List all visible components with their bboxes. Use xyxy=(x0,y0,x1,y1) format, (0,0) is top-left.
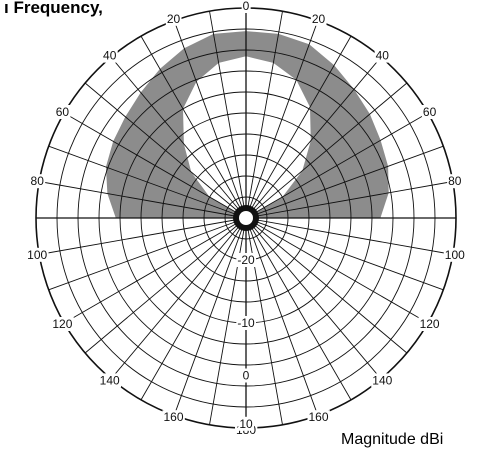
grid-spoke xyxy=(245,56,382,219)
angle-label-bg xyxy=(307,410,330,425)
grid-spoke xyxy=(39,217,247,255)
angle-label-bg xyxy=(310,11,327,26)
radiation-pattern-layer xyxy=(105,31,389,218)
angle-tick-label: 140 xyxy=(372,373,392,387)
angle-label-bg xyxy=(418,317,441,331)
angle-label-bg xyxy=(374,48,391,63)
magnitude-caption: Magnitude dBi xyxy=(341,431,443,448)
grid-spoke xyxy=(84,217,247,354)
angle-tick-label: 0 xyxy=(243,0,250,13)
grid-spoke xyxy=(245,217,319,416)
grid-spoke xyxy=(209,217,247,425)
angle-tick-label: 160 xyxy=(308,410,328,424)
grid-spoke xyxy=(245,217,382,380)
angle-tick-label: 60 xyxy=(56,105,70,119)
grid-spoke xyxy=(110,56,247,219)
angle-label-bg xyxy=(26,247,49,262)
magnitude-tick-label: 0 xyxy=(243,369,250,383)
hub-inner xyxy=(239,211,253,225)
grid-spoke xyxy=(39,181,247,219)
angle-tick-label: 120 xyxy=(420,317,440,331)
angle-label-bg xyxy=(165,11,182,26)
angle-tick-label: 40 xyxy=(376,49,390,63)
angle-label-bg xyxy=(443,247,467,262)
grid-spoke xyxy=(245,82,408,219)
grid-spoke xyxy=(245,217,429,324)
magnitude-tick-label: -10 xyxy=(237,316,255,330)
angle-tick-label: 120 xyxy=(52,317,72,331)
angle-label-bg xyxy=(29,174,46,189)
angle-label-bg xyxy=(98,373,122,388)
grid-spoke xyxy=(245,217,352,401)
magnitude-tick-label: 10 xyxy=(239,417,253,431)
angle-tick-label: 60 xyxy=(423,105,437,119)
grid-spoke xyxy=(245,11,283,219)
angle-label-bg xyxy=(51,317,74,331)
angle-label-bg xyxy=(421,105,438,119)
angle-label-bg xyxy=(162,410,185,425)
magnitude-label-bg xyxy=(238,416,254,431)
grid-spoke xyxy=(140,35,247,219)
grid-spoke xyxy=(245,145,444,219)
angle-label-bg xyxy=(371,373,394,388)
angle-label-bg xyxy=(54,105,71,119)
grid-spoke xyxy=(245,217,444,291)
magnitude-tick-label: -20 xyxy=(237,253,255,267)
angle-tick-label: 140 xyxy=(100,373,120,387)
grid-spoke xyxy=(245,217,453,255)
grid-spoke xyxy=(245,181,453,219)
grid-spoke xyxy=(110,217,247,380)
angle-tick-label: 100 xyxy=(445,248,465,262)
angle-label-bg xyxy=(241,0,251,13)
angle-tick-label: 20 xyxy=(167,12,181,26)
magnitude-label-bg xyxy=(236,316,256,330)
grid-spoke xyxy=(245,217,283,425)
angle-tick-label: 100 xyxy=(27,248,47,262)
grid-spoke xyxy=(245,35,352,219)
angle-label-bg xyxy=(447,174,463,189)
angle-tick-label: 160 xyxy=(163,410,183,424)
grid-spoke xyxy=(245,20,319,219)
grid-spoke xyxy=(245,217,408,354)
angle-tick-label: 20 xyxy=(312,12,326,26)
axis-labels: 0204060801001201401601801601401201008060… xyxy=(26,0,467,437)
center-hub xyxy=(233,205,259,231)
radiation-pattern-area xyxy=(105,31,389,218)
grid-spoke xyxy=(209,11,247,219)
magnitude-label-bg xyxy=(241,368,251,383)
grid-spoke xyxy=(48,145,247,219)
angle-label-bg xyxy=(102,48,118,63)
angle-tick-label: 80 xyxy=(31,174,45,188)
grid-spoke xyxy=(173,20,247,219)
grid-spoke xyxy=(48,217,247,291)
magnitude-label-bg xyxy=(236,253,256,267)
angle-tick-label: 40 xyxy=(103,49,117,63)
grid-spoke xyxy=(245,112,429,219)
grid-spoke xyxy=(173,217,247,416)
grid-spoke xyxy=(140,217,247,401)
chart-title: ı Frequency, xyxy=(4,0,103,17)
grid-spoke xyxy=(63,112,247,219)
angle-tick-label: 80 xyxy=(448,174,462,188)
grid-spoke xyxy=(63,217,247,324)
grid-spoke xyxy=(84,82,247,219)
